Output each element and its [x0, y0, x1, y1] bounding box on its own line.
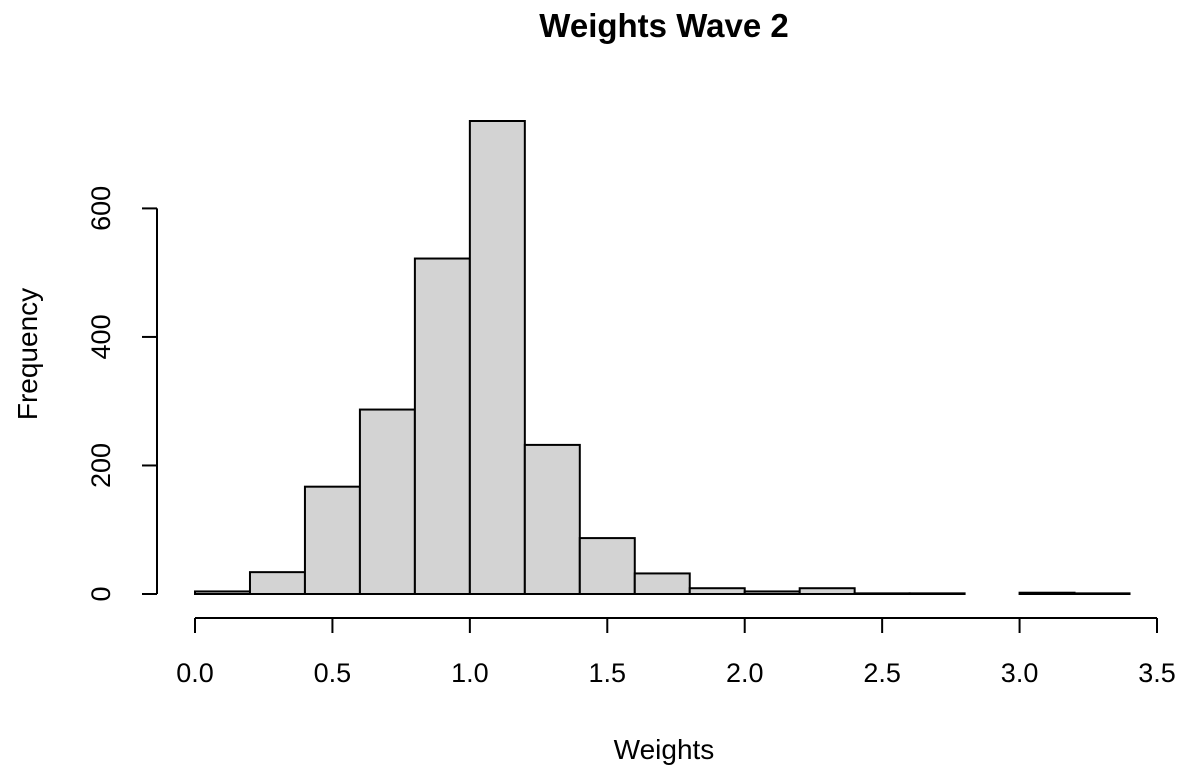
y-tick-label: 400: [86, 314, 116, 359]
y-axis-label: Frequency: [12, 288, 43, 420]
histogram-bar: [248, 571, 306, 596]
histogram-bar: [303, 485, 361, 595]
y-tick-label: 600: [86, 186, 116, 231]
histogram-bar: [688, 587, 746, 595]
x-axis-ticks: 0.0 0.5 1.0 1.5 2.0 2.5 3.0 3.5: [176, 618, 1176, 688]
histogram-bar: [468, 120, 526, 595]
y-axis-ticks: 0 200 400 600: [86, 186, 157, 602]
histogram-bar: [743, 590, 801, 595]
x-tick-label: 3.0: [1001, 658, 1039, 688]
chart-title: Weights Wave 2: [539, 7, 788, 44]
y-tick-label: 200: [86, 443, 116, 488]
histogram-bar: [633, 572, 691, 595]
x-tick-label: 1.0: [451, 658, 489, 688]
histogram-bar: [798, 587, 856, 595]
y-tick-label: 0: [86, 586, 116, 601]
histogram-bar: [908, 592, 966, 596]
histogram-bar: [1018, 591, 1076, 595]
x-tick-label: 0.5: [314, 658, 352, 688]
histogram-bar: [853, 592, 911, 596]
x-tick-label: 0.0: [176, 658, 214, 688]
histogram-bar: [523, 443, 581, 595]
x-tick-label: 3.5: [1138, 658, 1176, 688]
x-tick-label: 1.5: [589, 658, 627, 688]
x-axis-label: Weights: [614, 734, 715, 765]
y-axis: 0 200 400 600: [86, 186, 158, 602]
histogram-bar: [413, 257, 471, 595]
x-axis: 0.0 0.5 1.0 1.5 2.0 2.5 3.0 3.5: [176, 617, 1176, 688]
histogram-bar: [194, 590, 251, 595]
x-tick-label: 2.5: [863, 658, 901, 688]
x-tick-label: 2.0: [726, 658, 764, 688]
histogram-bar: [578, 537, 636, 596]
histogram-bar: [1073, 592, 1131, 596]
histogram-bars: [194, 120, 1131, 596]
histogram-bar: [358, 408, 416, 595]
